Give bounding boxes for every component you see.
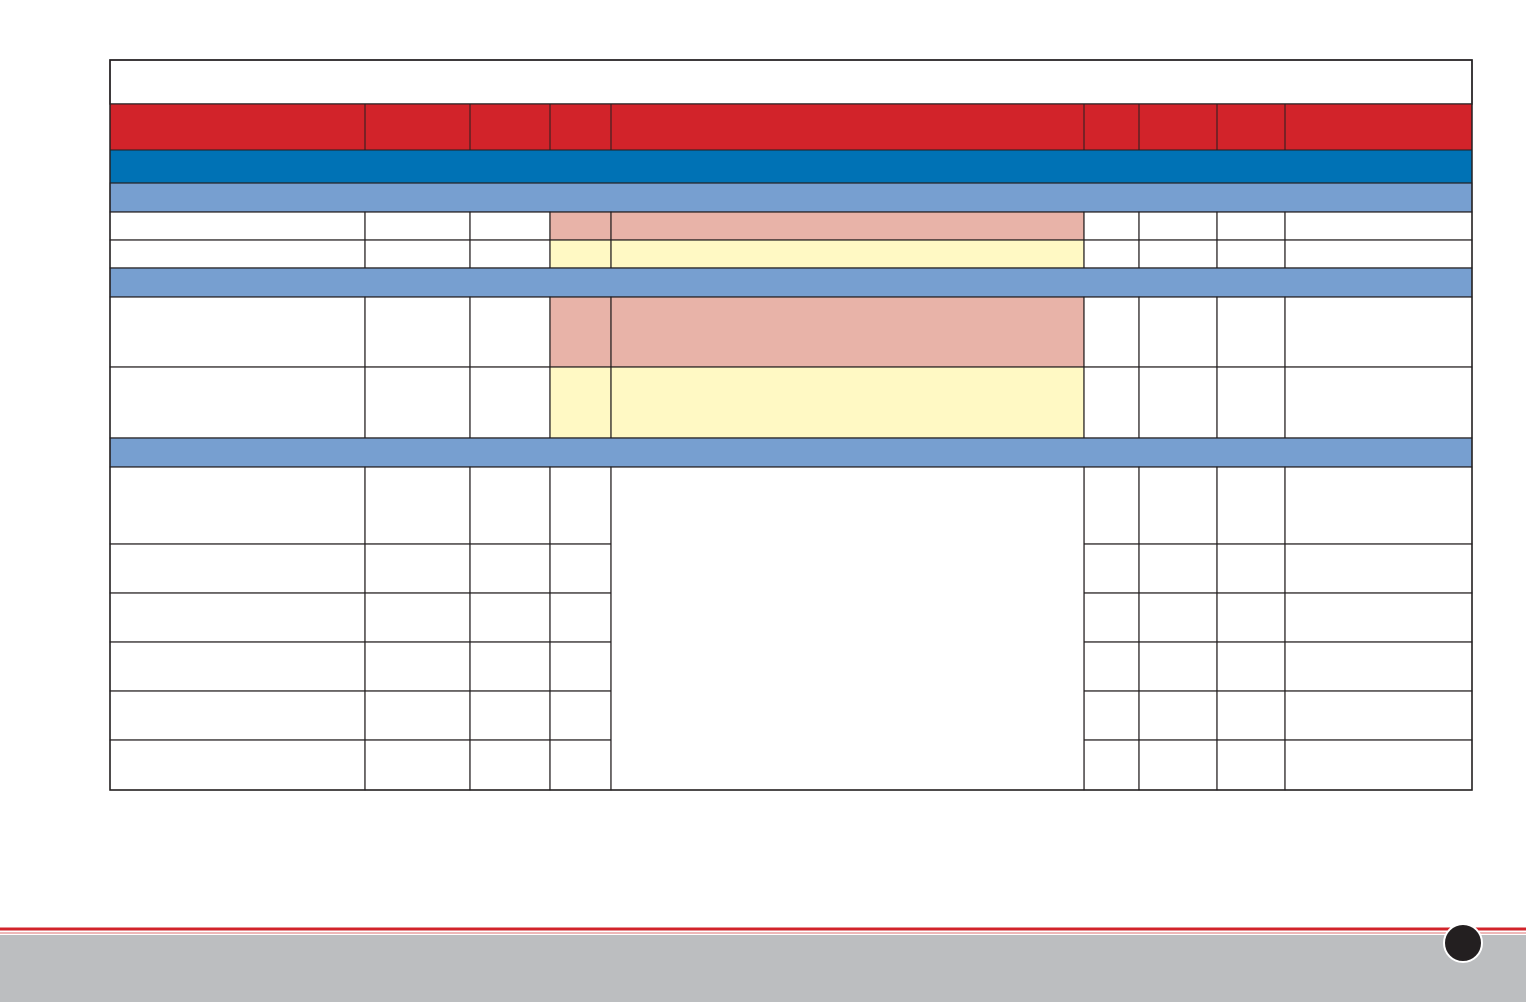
table-cell xyxy=(549,366,612,439)
table-cell xyxy=(109,641,366,692)
table-cell xyxy=(364,239,471,269)
table-cell xyxy=(1138,366,1218,439)
table-cell xyxy=(469,641,551,692)
table-cell xyxy=(469,543,551,594)
table-cell xyxy=(1083,211,1140,241)
table-cell xyxy=(549,690,612,741)
table-cell xyxy=(469,211,551,241)
table-cell xyxy=(1083,296,1140,368)
table-cell xyxy=(549,296,612,368)
page-number-badge xyxy=(1443,923,1483,963)
table-cell xyxy=(1284,366,1473,439)
table-cell xyxy=(469,296,551,368)
table-cell xyxy=(109,211,366,241)
table-cell xyxy=(364,592,471,643)
table-cell xyxy=(1216,592,1286,643)
table-cell xyxy=(610,239,1085,269)
section-row xyxy=(109,182,1473,213)
group-row xyxy=(109,149,1473,184)
table-cell xyxy=(549,592,612,643)
table-cell xyxy=(1284,592,1473,643)
table-cell xyxy=(610,466,1085,791)
table-cell xyxy=(1083,466,1140,545)
table-cell xyxy=(1216,543,1286,594)
table-cell xyxy=(109,366,366,439)
table-cell xyxy=(1216,239,1286,269)
table-cell xyxy=(1083,690,1140,741)
table-cell xyxy=(1216,739,1286,791)
section-row xyxy=(109,267,1473,298)
table-cell xyxy=(1138,296,1218,368)
table-cell xyxy=(1083,641,1140,692)
table-cell xyxy=(1284,641,1473,692)
table-cell xyxy=(1284,296,1473,368)
table-cell xyxy=(469,239,551,269)
table-cell xyxy=(1284,543,1473,594)
table-cell xyxy=(469,739,551,791)
table-cell xyxy=(1138,690,1218,741)
table-cell xyxy=(469,592,551,643)
table-cell xyxy=(1138,641,1218,692)
table-cell xyxy=(1083,239,1140,269)
table-cell xyxy=(1083,739,1140,791)
table-cell xyxy=(364,641,471,692)
table-cell xyxy=(1216,466,1286,545)
table-cell xyxy=(1216,366,1286,439)
table-cell xyxy=(469,466,551,545)
table-cell xyxy=(1284,211,1473,241)
table-cell xyxy=(364,466,471,545)
table-cell xyxy=(1083,543,1140,594)
table-cell xyxy=(610,366,1085,439)
table-cell xyxy=(1284,239,1473,269)
table-cell xyxy=(109,690,366,741)
table-cell xyxy=(1138,466,1218,545)
table-cell xyxy=(469,366,551,439)
table-cell xyxy=(109,296,366,368)
table-cell xyxy=(1284,466,1473,545)
table-cell xyxy=(109,466,366,545)
table-cell xyxy=(610,296,1085,368)
table-cell xyxy=(1138,739,1218,791)
table-cell xyxy=(1138,211,1218,241)
table-cell xyxy=(1138,543,1218,594)
table-cell xyxy=(109,592,366,643)
section-row xyxy=(109,437,1473,468)
table-cell xyxy=(109,239,366,269)
table-cell xyxy=(549,641,612,692)
table-cell xyxy=(549,211,612,241)
table-cell xyxy=(549,543,612,594)
table-cell xyxy=(364,739,471,791)
table-cell xyxy=(364,296,471,368)
table-cell xyxy=(1138,592,1218,643)
table-cell xyxy=(1284,739,1473,791)
footer-band xyxy=(0,935,1526,1002)
table-cell xyxy=(610,211,1085,241)
table-cell xyxy=(364,211,471,241)
table-cell xyxy=(1138,239,1218,269)
table-cell xyxy=(1083,366,1140,439)
table-cell xyxy=(1216,690,1286,741)
table-cell xyxy=(109,739,366,791)
table-border xyxy=(109,59,1473,791)
table-cell xyxy=(364,543,471,594)
table-cell xyxy=(549,739,612,791)
table-cell xyxy=(549,466,612,545)
title-row xyxy=(109,59,1473,105)
table-cell xyxy=(364,366,471,439)
table-cell xyxy=(109,543,366,594)
table-cell xyxy=(1284,690,1473,741)
table-cell xyxy=(469,690,551,741)
header-row xyxy=(109,103,1473,151)
table-cell xyxy=(1216,296,1286,368)
table-cell xyxy=(549,239,612,269)
table-cell xyxy=(1216,211,1286,241)
table-body xyxy=(109,59,1473,791)
table-cell xyxy=(1083,592,1140,643)
table-cell xyxy=(1216,641,1286,692)
table-cell xyxy=(364,690,471,741)
